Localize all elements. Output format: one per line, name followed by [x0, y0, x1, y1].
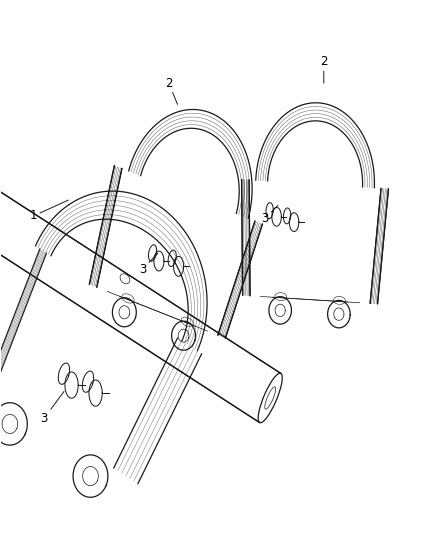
Text: 2: 2	[165, 77, 177, 104]
Text: 2: 2	[320, 55, 328, 83]
Text: 3: 3	[261, 205, 278, 225]
Text: 3: 3	[139, 253, 158, 276]
Text: 1: 1	[30, 200, 68, 222]
Text: 3: 3	[41, 391, 64, 424]
